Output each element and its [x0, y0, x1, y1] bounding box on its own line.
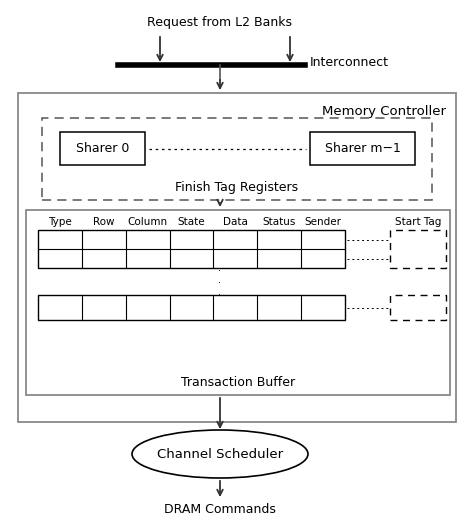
Text: Column: Column: [128, 217, 168, 227]
Bar: [18, 93, 456, 422]
Ellipse shape: [132, 430, 308, 478]
Text: Row: Row: [93, 217, 115, 227]
Text: Request from L2 Banks: Request from L2 Banks: [147, 16, 292, 29]
Bar: [310, 132, 415, 165]
Text: State: State: [178, 217, 205, 227]
Text: Status: Status: [263, 217, 296, 227]
Text: Sharer m−1: Sharer m−1: [325, 142, 401, 155]
Bar: [60, 132, 145, 165]
Text: Memory Controller: Memory Controller: [322, 105, 446, 117]
Text: Interconnect: Interconnect: [310, 56, 389, 68]
Bar: [38, 295, 345, 320]
Bar: [390, 230, 446, 268]
Text: Finish Tag Registers: Finish Tag Registers: [175, 181, 299, 194]
Text: Data: Data: [223, 217, 248, 227]
Text: .
.
.: . . .: [219, 264, 221, 297]
Text: Channel Scheduler: Channel Scheduler: [157, 448, 283, 460]
Bar: [26, 210, 450, 395]
Text: Type: Type: [48, 217, 72, 227]
Text: DRAM Commands: DRAM Commands: [164, 503, 276, 516]
Bar: [38, 230, 345, 268]
Text: Sender: Sender: [305, 217, 342, 227]
Text: Transaction Buffer: Transaction Buffer: [181, 376, 295, 389]
Text: Start Tag: Start Tag: [395, 217, 441, 227]
Bar: [390, 295, 446, 320]
Bar: [42, 118, 432, 200]
Text: Sharer 0: Sharer 0: [76, 142, 129, 155]
